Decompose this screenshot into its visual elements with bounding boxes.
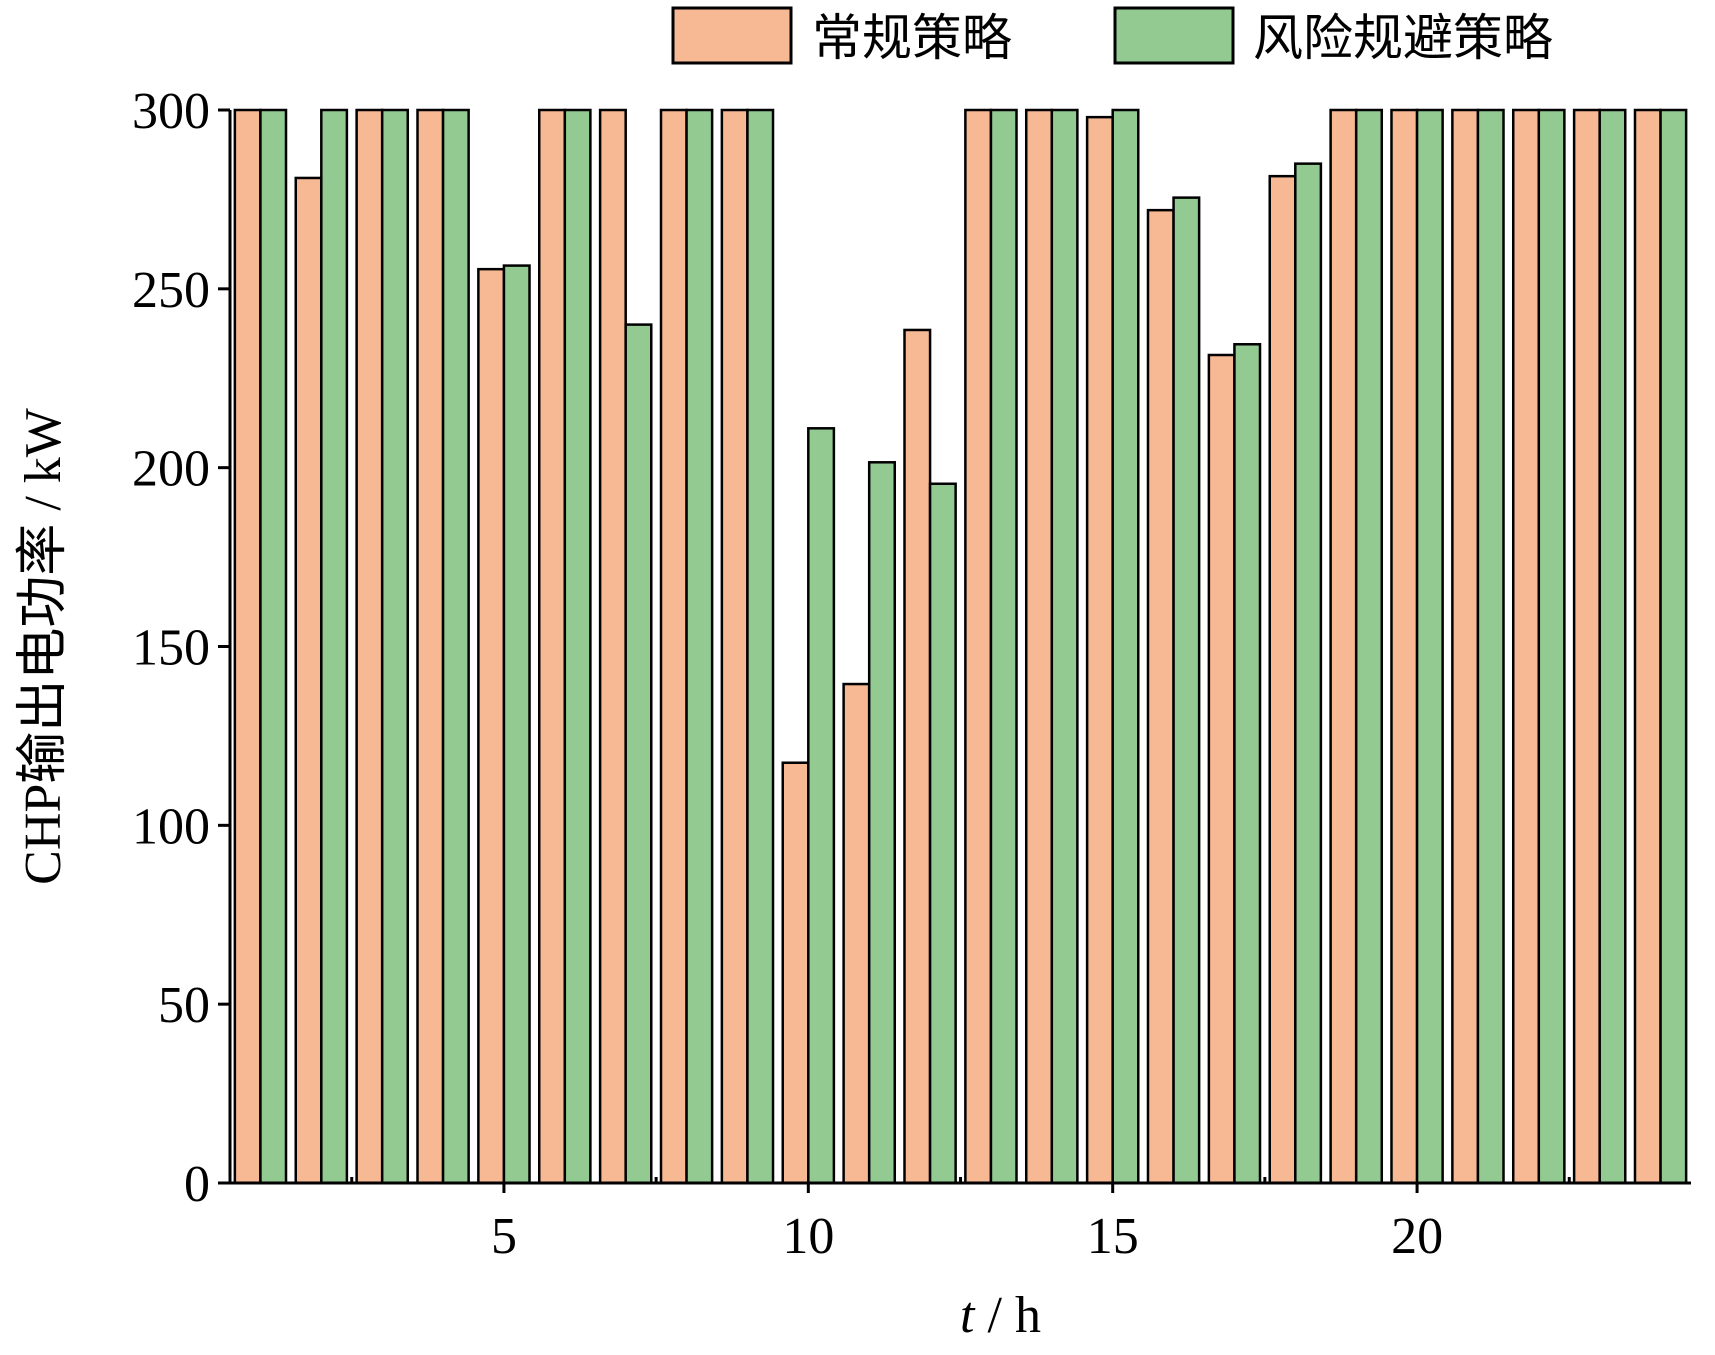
bar-conventional-18 (1268, 174, 1297, 1185)
bar-risk-averse-11 (867, 461, 897, 1185)
bar-risk-averse-19 (1354, 108, 1384, 1185)
y-tick-label-300: 300 (132, 83, 210, 140)
bar-conventional-6 (538, 108, 567, 1185)
bar-risk-averse-22 (1537, 108, 1566, 1185)
bar-conventional-17 (1207, 353, 1236, 1185)
bar-conventional-24 (1633, 108, 1662, 1185)
legend-label-conventional: 常规策略 (812, 9, 1012, 67)
bar-risk-averse-15 (1111, 108, 1140, 1185)
bar-conventional-22 (1511, 108, 1541, 1185)
bar-risk-averse-17 (1233, 343, 1262, 1185)
y-tick-label-150: 150 (132, 620, 210, 677)
bar-conventional-7 (598, 108, 627, 1185)
bar-risk-averse-14 (1050, 108, 1079, 1185)
bar-risk-averse-5 (502, 264, 531, 1185)
bar-risk-averse-6 (563, 108, 592, 1185)
bar-risk-averse-8 (685, 108, 714, 1185)
x-tick-label-5: 5 (491, 1208, 517, 1265)
x-tick-label-10: 10 (782, 1208, 834, 1265)
y-tick-label-100: 100 (132, 798, 210, 855)
bar-risk-averse-24 (1659, 108, 1688, 1185)
legend-swatch-risk-averse (1113, 6, 1235, 65)
bar-conventional-13 (964, 108, 993, 1185)
bar-conventional-11 (842, 682, 871, 1185)
bar-risk-averse-2 (320, 108, 349, 1185)
bar-conventional-14 (1024, 108, 1054, 1185)
bar-conventional-16 (1146, 208, 1175, 1185)
bar-risk-averse-13 (989, 108, 1018, 1185)
bar-risk-averse-16 (1172, 196, 1201, 1185)
bar-conventional-10 (781, 761, 810, 1185)
bar-conventional-1 (233, 108, 262, 1185)
bar-risk-averse-21 (1476, 108, 1505, 1185)
bar-conventional-5 (477, 267, 506, 1185)
y-tick-label-50: 50 (158, 977, 210, 1034)
bar-conventional-4 (416, 108, 445, 1185)
y-tick-label-200: 200 (132, 441, 210, 498)
x-axis-variable: t (960, 1287, 976, 1344)
bar-risk-averse-1 (259, 108, 288, 1185)
bar-conventional-21 (1451, 108, 1480, 1185)
bar-risk-averse-4 (441, 108, 470, 1185)
y-axis-title: CHP输出电功率 / kW (15, 408, 72, 885)
legend: 常规策略 风险规避策略 (671, 6, 1553, 67)
x-axis-title: t / h (960, 1287, 1041, 1344)
bar-conventional-2 (294, 176, 323, 1185)
x-axis-unit: / h (975, 1287, 1041, 1344)
y-tick-label-0: 0 (184, 1156, 210, 1213)
x-tick-label-20: 20 (1391, 1208, 1443, 1265)
y-tick-label-250: 250 (132, 262, 210, 319)
bar-conventional-8 (659, 108, 688, 1185)
bar-risk-averse-12 (928, 482, 957, 1185)
bar-conventional-19 (1329, 108, 1358, 1185)
bar-risk-averse-10 (807, 427, 836, 1185)
bar-risk-averse-7 (624, 323, 653, 1185)
bar-risk-averse-23 (1598, 108, 1627, 1185)
legend-swatch-conventional (671, 6, 793, 65)
x-tick-label-15: 15 (1087, 1208, 1139, 1265)
legend-label-risk-averse: 风险规避策略 (1253, 9, 1553, 67)
bars-group (233, 108, 1688, 1185)
bar-conventional-20 (1390, 108, 1419, 1185)
bar-conventional-9 (720, 108, 749, 1185)
bar-risk-averse-3 (380, 108, 410, 1185)
bar-risk-averse-20 (1415, 108, 1444, 1185)
bar-conventional-23 (1572, 108, 1601, 1185)
bar-risk-averse-18 (1294, 162, 1323, 1185)
bar-risk-averse-9 (746, 108, 775, 1185)
ticks-group: 0 50 100 150 200 250 300 5 10 15 20 (132, 83, 1571, 1265)
bar-conventional-15 (1085, 115, 1114, 1185)
bar-conventional-12 (903, 328, 932, 1185)
bar-conventional-3 (355, 108, 384, 1185)
